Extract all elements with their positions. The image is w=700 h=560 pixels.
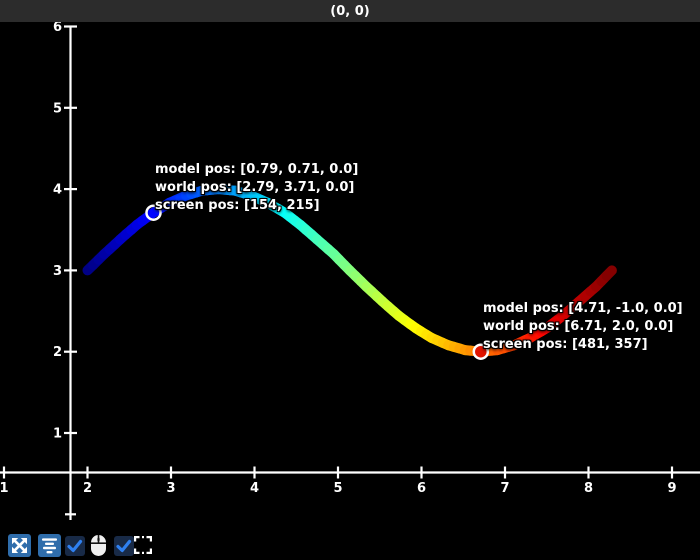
- svg-text:1: 1: [0, 481, 9, 496]
- svg-text:3: 3: [53, 264, 62, 279]
- axis-tick-labels: 1 2 3 4 5 6 7 8 9 1 2 3 4 5 6: [0, 20, 677, 496]
- picked-point-markers[interactable]: [145, 204, 490, 360]
- svg-text:6: 6: [417, 481, 426, 496]
- svg-text:1: 1: [53, 427, 62, 442]
- annotation-point-1: model pos: [0.79, 0.71, 0.0] world pos: …: [155, 161, 358, 215]
- arrows-expand-icon: [12, 538, 27, 553]
- svg-text:2: 2: [53, 345, 62, 360]
- checkbox-right[interactable]: [114, 536, 134, 556]
- fullscreen-button[interactable]: [134, 536, 152, 554]
- annotation-model-pos: model pos: [4.71, -1.0, 0.0]: [483, 301, 683, 316]
- checkmark-icon: [116, 539, 132, 553]
- svg-text:4: 4: [250, 481, 259, 496]
- svg-text:9: 9: [667, 481, 676, 496]
- svg-text:5: 5: [333, 481, 342, 496]
- mouse-icon: [90, 534, 107, 557]
- bottom-toolbar: [0, 527, 700, 560]
- checkbox-left[interactable]: [65, 536, 85, 556]
- svg-text:8: 8: [584, 481, 593, 496]
- annotation-screen-pos: screen pos: [154, 215]: [155, 198, 320, 213]
- sine-curve: [82, 184, 617, 357]
- annotation-model-pos: model pos: [0.79, 0.71, 0.0]: [155, 162, 359, 177]
- svg-text:4: 4: [53, 183, 62, 198]
- align-center-lines-icon: [42, 538, 57, 554]
- svg-text:3: 3: [166, 481, 175, 496]
- annotation-world-pos: world pos: [2.79, 3.71, 0.0]: [155, 180, 355, 195]
- annotation-screen-pos: screen pos: [481, 357]: [483, 337, 648, 352]
- svg-text:6: 6: [53, 20, 62, 35]
- expand-button[interactable]: [8, 534, 31, 557]
- window-title: (0, 0): [330, 3, 370, 19]
- svg-text:2: 2: [83, 481, 92, 496]
- window-title-bar: (0, 0): [0, 0, 700, 22]
- svg-text:5: 5: [53, 101, 62, 116]
- fullscreen-corners-icon: [134, 536, 152, 554]
- checkmark-icon: [67, 539, 83, 553]
- annotation-point-2: model pos: [4.71, -1.0, 0.0] world pos: …: [483, 300, 683, 354]
- annotation-world-pos: world pos: [6.71, 2.0, 0.0]: [483, 319, 674, 334]
- axes: [0, 25, 700, 520]
- svg-text:7: 7: [500, 481, 509, 496]
- align-button[interactable]: [38, 534, 61, 557]
